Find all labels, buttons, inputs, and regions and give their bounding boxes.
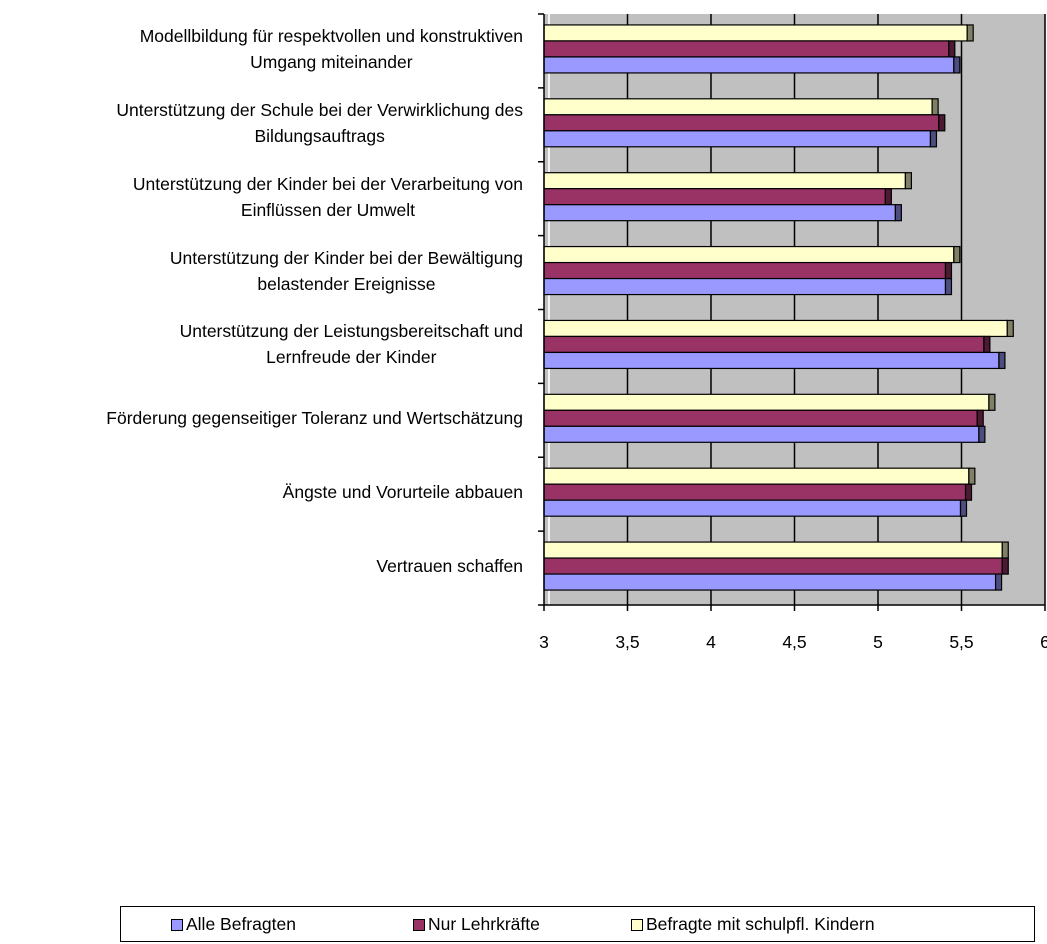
bar-end-1-1 [938,114,946,132]
category-label: Vertrauen schaffen [376,553,523,579]
bar-end-2-6 [968,467,976,485]
category-label-line: belastender Ereignisse [257,273,436,294]
bar-0-3 [543,277,947,296]
legend-item: Alle Befragten [171,914,296,935]
legend-label: Nur Lehrkräfte [428,914,540,934]
bar-end-2-3 [953,245,961,264]
category-label: Ängste und Vorurteile abbauen [283,479,523,505]
bar-2-7 [543,541,1003,559]
legend-swatch [413,918,425,931]
category-label: Unterstützung der Leistungsbereitschaft … [180,318,523,370]
bar-1-2 [543,188,886,206]
legend-swatch [631,918,643,931]
category-label: Unterstützung der Schule bei der Verwirk… [116,97,523,149]
bar-end-0-7 [994,573,1003,591]
axes [538,13,1046,611]
x-tick-label: 3,5 [615,632,640,652]
bar-end-2-7 [1001,541,1009,559]
x-tick-label: 4 [706,632,716,652]
x-tick-label: 5,5 [949,632,974,652]
legend-label: Befragte mit schulpfl. Kindern [646,914,875,934]
bar-end-1-5 [976,409,984,427]
category-label-line: Modellbildung für respektvollen und kons… [139,25,523,46]
category-label-line: Unterstützung der Kinder bei der Verarbe… [132,173,523,194]
bar-end-0-0 [953,56,961,74]
category-label-line: Lernfreude der Kinder [266,347,437,368]
bar-0-5 [543,425,980,443]
bar-1-1 [543,114,940,132]
bar-1-6 [543,483,967,501]
bar-end-1-2 [884,188,892,206]
bar-end-2-0 [966,24,974,42]
bar-end-1-7 [1001,557,1009,575]
bar-end-2-2 [904,172,913,190]
bar-0-4 [543,351,1000,370]
category-label-line: Vertrauen schaffen [376,556,523,577]
bar-0-7 [543,573,997,591]
bar-2-4 [543,319,1008,338]
bar-0-1 [543,130,932,148]
bar-end-2-5 [988,393,996,411]
category-label-line: Förderung gegenseitiger Toleranz und Wer… [106,408,523,429]
bar-0-2 [543,204,896,222]
legend: Alle Befragten Nur Lehrkräfte Befragte mit… [120,906,1035,942]
bar-2-0 [543,24,968,42]
bar-end-2-4 [1006,319,1014,338]
bar-end-1-6 [964,483,973,501]
category-label: Modellbildung für respektvollen und kons… [140,23,523,75]
category-label-line: Bildungsauftrags [254,125,385,146]
bar-0-0 [543,56,955,74]
category-label-line: Umgang miteinander [250,51,413,72]
category-label-line: Ängste und Vorurteile abbauen [282,482,523,503]
bar-chart [538,13,1046,611]
category-label-line: Unterstützung der Schule bei der Verwirk… [116,99,523,120]
x-tick-label: 5 [873,632,883,652]
bar-end-0-3 [944,277,953,296]
bar-2-2 [543,172,906,190]
bar-end-2-1 [931,98,939,116]
category-label-line: Unterstützung der Kinder bei der Bewälti… [169,247,523,268]
bar-2-1 [543,98,933,116]
bar-end-0-4 [998,351,1006,370]
category-label-line: Einflüssen der Umwelt [240,199,415,220]
bar-end-0-1 [929,130,938,148]
x-tick-label: 4,5 [782,632,807,652]
legend-item: Befragte mit schulpfl. Kindern [631,914,875,935]
category-label: Förderung gegenseitiger Toleranz und Wer… [106,405,523,431]
bar-1-0 [543,40,950,58]
category-label: Unterstützung der Kinder bei der Bewälti… [170,245,523,297]
x-tick-label: 3 [539,632,549,652]
bar-end-1-0 [948,40,956,58]
category-label: Unterstützung der Kinder bei der Verarbe… [133,171,523,223]
legend-item: Nur Lehrkräfte [413,914,540,935]
bar-end-0-5 [978,425,986,443]
bar-end-1-4 [983,335,991,354]
bar-0-6 [543,499,962,517]
bar-1-7 [543,557,1003,575]
bar-end-0-2 [894,204,902,222]
legend-swatch [171,918,183,931]
bar-2-5 [543,393,990,411]
bar-end-0-6 [959,499,968,517]
bar-2-3 [543,245,955,264]
category-label-line: Unterstützung der Leistungsbereitschaft … [179,321,523,342]
bar-1-3 [543,261,947,280]
legend-label: Alle Befragten [186,914,296,934]
bar-1-4 [543,335,985,354]
x-tick-label: 6 [1040,632,1047,652]
bar-end-1-3 [944,261,953,280]
bar-1-5 [543,409,978,427]
bar-2-6 [543,467,970,485]
